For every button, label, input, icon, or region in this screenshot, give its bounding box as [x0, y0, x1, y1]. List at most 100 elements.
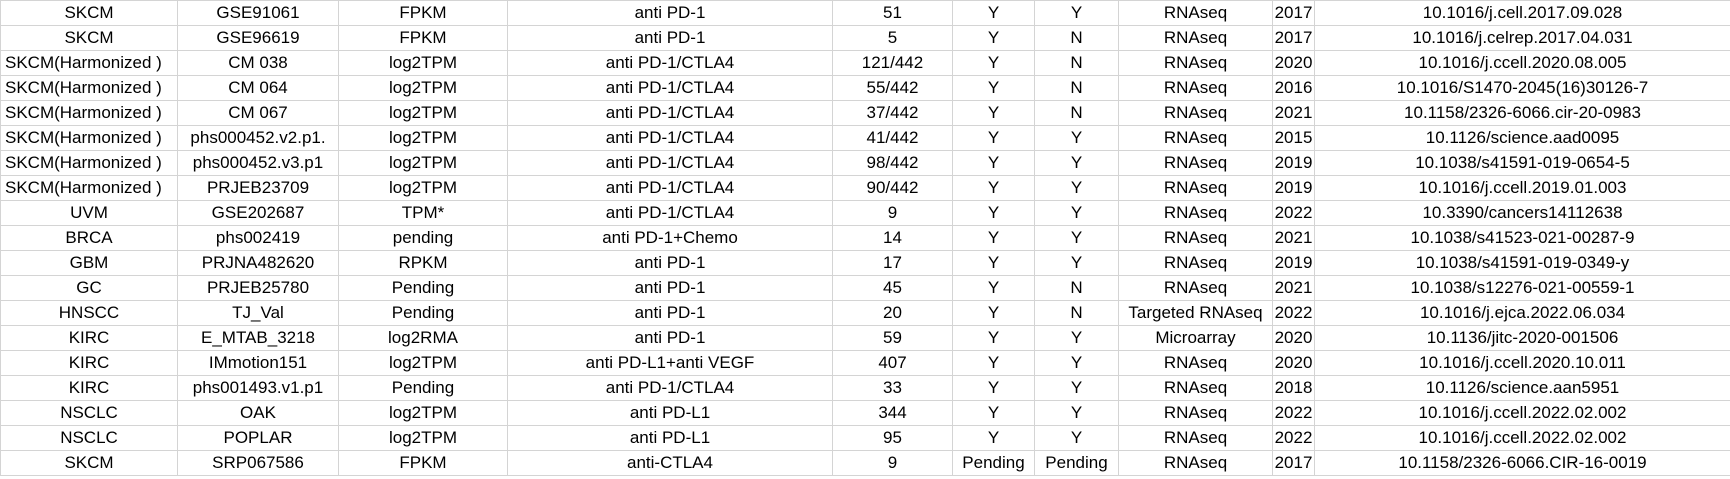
cell-cancer-type[interactable]: SKCM(Harmonized ): [0, 150, 178, 176]
cell-dataset-id[interactable]: GSE96619: [177, 25, 339, 51]
cell-response[interactable]: Pending: [952, 450, 1035, 476]
cell-sample-count[interactable]: 14: [832, 225, 953, 251]
cell-platform[interactable]: RNAseq: [1118, 225, 1273, 251]
cell-treatment[interactable]: anti PD-1/CTLA4: [507, 375, 833, 401]
cell-cancer-type[interactable]: KIRC: [0, 325, 178, 351]
cell-cancer-type[interactable]: SKCM: [0, 450, 178, 476]
cell-sample-count[interactable]: 59: [832, 325, 953, 351]
cell-dataset-id[interactable]: CM 038: [177, 50, 339, 76]
cell-dataset-id[interactable]: E_MTAB_3218: [177, 325, 339, 351]
cell-year[interactable]: 2021: [1272, 225, 1315, 251]
cell-survival[interactable]: Y: [1034, 125, 1119, 151]
cell-sample-count[interactable]: 9: [832, 450, 953, 476]
cell-dataset-id[interactable]: SRP067586: [177, 450, 339, 476]
cell-sample-count[interactable]: 5: [832, 25, 953, 51]
cell-sample-count[interactable]: 90/442: [832, 175, 953, 201]
cell-year[interactable]: 2022: [1272, 200, 1315, 226]
cell-survival[interactable]: Y: [1034, 400, 1119, 426]
cell-cancer-type[interactable]: GBM: [0, 250, 178, 276]
cell-response[interactable]: Y: [952, 50, 1035, 76]
cell-dataset-id[interactable]: PRJEB23709: [177, 175, 339, 201]
cell-year[interactable]: 2021: [1272, 275, 1315, 301]
cell-response[interactable]: Y: [952, 200, 1035, 226]
cell-sample-count[interactable]: 41/442: [832, 125, 953, 151]
cell-treatment[interactable]: anti-CTLA4: [507, 450, 833, 476]
cell-sample-count[interactable]: 121/442: [832, 50, 953, 76]
cell-treatment[interactable]: anti PD-1: [507, 25, 833, 51]
cell-platform[interactable]: RNAseq: [1118, 125, 1273, 151]
cell-cancer-type[interactable]: NSCLC: [0, 425, 178, 451]
cell-year[interactable]: 2022: [1272, 300, 1315, 326]
cell-year[interactable]: 2019: [1272, 175, 1315, 201]
cell-dataset-id[interactable]: phs000452.v3.p1: [177, 150, 339, 176]
cell-doi[interactable]: 10.1038/s41591-019-0654-5: [1314, 150, 1730, 176]
cell-year[interactable]: 2017: [1272, 0, 1315, 26]
cell-platform[interactable]: RNAseq: [1118, 0, 1273, 26]
cell-response[interactable]: Y: [952, 300, 1035, 326]
cell-dataset-id[interactable]: POPLAR: [177, 425, 339, 451]
cell-cancer-type[interactable]: BRCA: [0, 225, 178, 251]
cell-doi[interactable]: 10.1016/j.cell.2017.09.028: [1314, 0, 1730, 26]
cell-dataset-id[interactable]: phs002419: [177, 225, 339, 251]
cell-doi[interactable]: 10.1016/j.ccell.2019.01.003: [1314, 175, 1730, 201]
cell-year[interactable]: 2019: [1272, 150, 1315, 176]
cell-response[interactable]: Y: [952, 25, 1035, 51]
cell-dataset-id[interactable]: PRJEB25780: [177, 275, 339, 301]
cell-normalization[interactable]: FPKM: [338, 450, 508, 476]
cell-treatment[interactable]: anti PD-1: [507, 325, 833, 351]
cell-dataset-id[interactable]: phs001493.v1.p1: [177, 375, 339, 401]
cell-response[interactable]: Y: [952, 425, 1035, 451]
cell-dataset-id[interactable]: PRJNA482620: [177, 250, 339, 276]
cell-response[interactable]: Y: [952, 225, 1035, 251]
cell-treatment[interactable]: anti PD-L1: [507, 400, 833, 426]
cell-doi[interactable]: 10.1136/jitc-2020-001506: [1314, 325, 1730, 351]
cell-treatment[interactable]: anti PD-1: [507, 0, 833, 26]
cell-response[interactable]: Y: [952, 250, 1035, 276]
cell-sample-count[interactable]: 33: [832, 375, 953, 401]
cell-sample-count[interactable]: 17: [832, 250, 953, 276]
cell-platform[interactable]: RNAseq: [1118, 450, 1273, 476]
cell-dataset-id[interactable]: TJ_Val: [177, 300, 339, 326]
cell-survival[interactable]: N: [1034, 25, 1119, 51]
cell-treatment[interactable]: anti PD-1: [507, 250, 833, 276]
cell-platform[interactable]: RNAseq: [1118, 100, 1273, 126]
cell-year[interactable]: 2020: [1272, 350, 1315, 376]
cell-treatment[interactable]: anti PD-1/CTLA4: [507, 100, 833, 126]
cell-survival[interactable]: Y: [1034, 175, 1119, 201]
cell-normalization[interactable]: log2TPM: [338, 125, 508, 151]
cell-doi[interactable]: 10.1038/s12276-021-00559-1: [1314, 275, 1730, 301]
cell-cancer-type[interactable]: KIRC: [0, 350, 178, 376]
cell-treatment[interactable]: anti PD-1+Chemo: [507, 225, 833, 251]
cell-survival[interactable]: Y: [1034, 325, 1119, 351]
cell-treatment[interactable]: anti PD-L1: [507, 425, 833, 451]
cell-survival[interactable]: Y: [1034, 200, 1119, 226]
cell-survival[interactable]: N: [1034, 75, 1119, 101]
cell-response[interactable]: Y: [952, 150, 1035, 176]
cell-normalization[interactable]: log2TPM: [338, 425, 508, 451]
cell-survival[interactable]: N: [1034, 50, 1119, 76]
cell-normalization[interactable]: log2TPM: [338, 400, 508, 426]
cell-cancer-type[interactable]: SKCM(Harmonized ): [0, 75, 178, 101]
cell-sample-count[interactable]: 55/442: [832, 75, 953, 101]
cell-platform[interactable]: Targeted RNAseq: [1118, 300, 1273, 326]
cell-response[interactable]: Y: [952, 125, 1035, 151]
cell-sample-count[interactable]: 20: [832, 300, 953, 326]
cell-sample-count[interactable]: 95: [832, 425, 953, 451]
cell-response[interactable]: Y: [952, 75, 1035, 101]
cell-response[interactable]: Y: [952, 275, 1035, 301]
cell-platform[interactable]: RNAseq: [1118, 25, 1273, 51]
cell-response[interactable]: Y: [952, 375, 1035, 401]
cell-normalization[interactable]: RPKM: [338, 250, 508, 276]
cell-treatment[interactable]: anti PD-1: [507, 300, 833, 326]
cell-platform[interactable]: RNAseq: [1118, 425, 1273, 451]
cell-doi[interactable]: 10.1158/2326-6066.CIR-16-0019: [1314, 450, 1730, 476]
cell-platform[interactable]: RNAseq: [1118, 350, 1273, 376]
cell-sample-count[interactable]: 37/442: [832, 100, 953, 126]
cell-cancer-type[interactable]: SKCM(Harmonized ): [0, 175, 178, 201]
cell-survival[interactable]: Y: [1034, 375, 1119, 401]
cell-treatment[interactable]: anti PD-1/CTLA4: [507, 125, 833, 151]
cell-cancer-type[interactable]: HNSCC: [0, 300, 178, 326]
cell-platform[interactable]: RNAseq: [1118, 200, 1273, 226]
cell-year[interactable]: 2018: [1272, 375, 1315, 401]
cell-year[interactable]: 2016: [1272, 75, 1315, 101]
